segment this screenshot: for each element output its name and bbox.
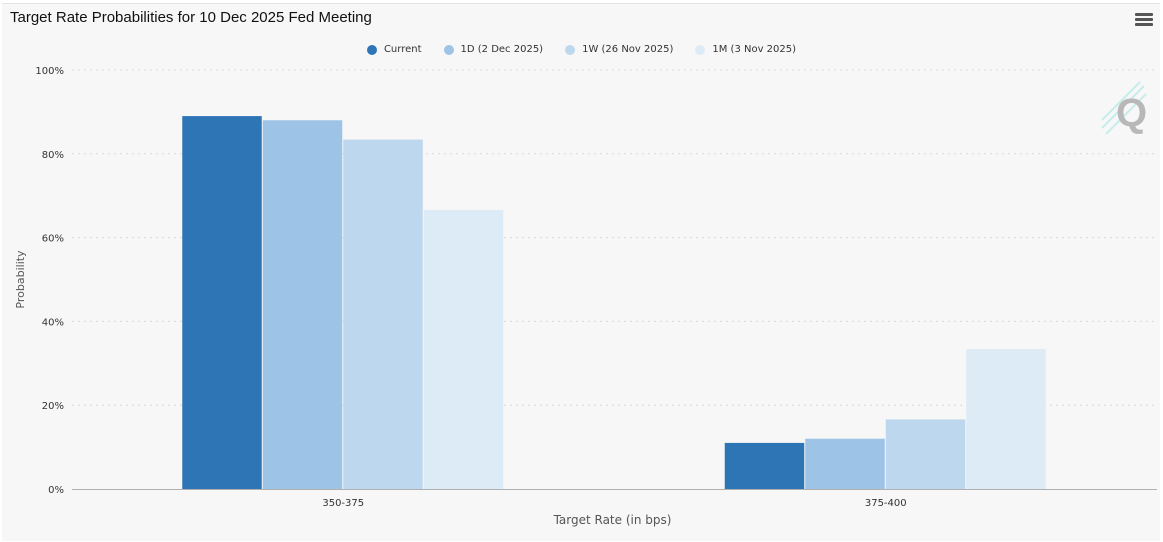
bar — [182, 116, 262, 489]
y-tick-label: 100% — [35, 66, 64, 77]
svg-text:Q: Q — [1116, 91, 1147, 135]
x-tick-label: 375-400 — [865, 498, 907, 509]
chart-title: Target Rate Probabilities for 10 Dec 202… — [10, 9, 372, 26]
y-tick-label: 0% — [48, 485, 64, 496]
legend-label: 1W (26 Nov 2025) — [582, 44, 674, 55]
bar — [805, 438, 885, 489]
legend-label: 1M (3 Nov 2025) — [712, 44, 797, 55]
bar — [423, 209, 504, 490]
x-tick-label: 350-375 — [322, 498, 364, 509]
legend-item-1m[interactable]: 1M (3 Nov 2025) — [695, 44, 796, 55]
legend-item-1w[interactable]: 1W (26 Nov 2025) — [565, 44, 673, 55]
legend-item-1d[interactable]: 1D (2 Dec 2025) — [443, 44, 544, 55]
legend-swatch — [443, 44, 454, 55]
x-axis-title: Target Rate (in bps) — [553, 513, 672, 527]
bar — [966, 349, 1046, 489]
y-tick-label: 60% — [42, 234, 64, 245]
y-tick-label: 80% — [42, 150, 64, 161]
y-tick-label: 40% — [42, 317, 64, 328]
bar — [343, 139, 423, 489]
bar — [262, 120, 343, 489]
watermark-logo-icon: Q — [1101, 81, 1147, 135]
legend-swatch — [565, 44, 576, 55]
bar — [724, 442, 805, 489]
y-axis-title: Probability — [14, 250, 27, 309]
hamburger-menu-icon[interactable] — [1135, 13, 1153, 29]
legend-swatch — [695, 44, 706, 55]
bar — [885, 419, 966, 489]
y-tick-label: 20% — [42, 401, 64, 412]
chart-legend: Current 1D (2 Dec 2025) 1W (26 Nov 2025)… — [0, 44, 1163, 55]
legend-label: 1D (2 Dec 2025) — [460, 44, 544, 55]
legend-label: Current — [383, 44, 422, 55]
legend-swatch — [366, 44, 377, 55]
legend-item-current[interactable]: Current — [366, 44, 422, 55]
